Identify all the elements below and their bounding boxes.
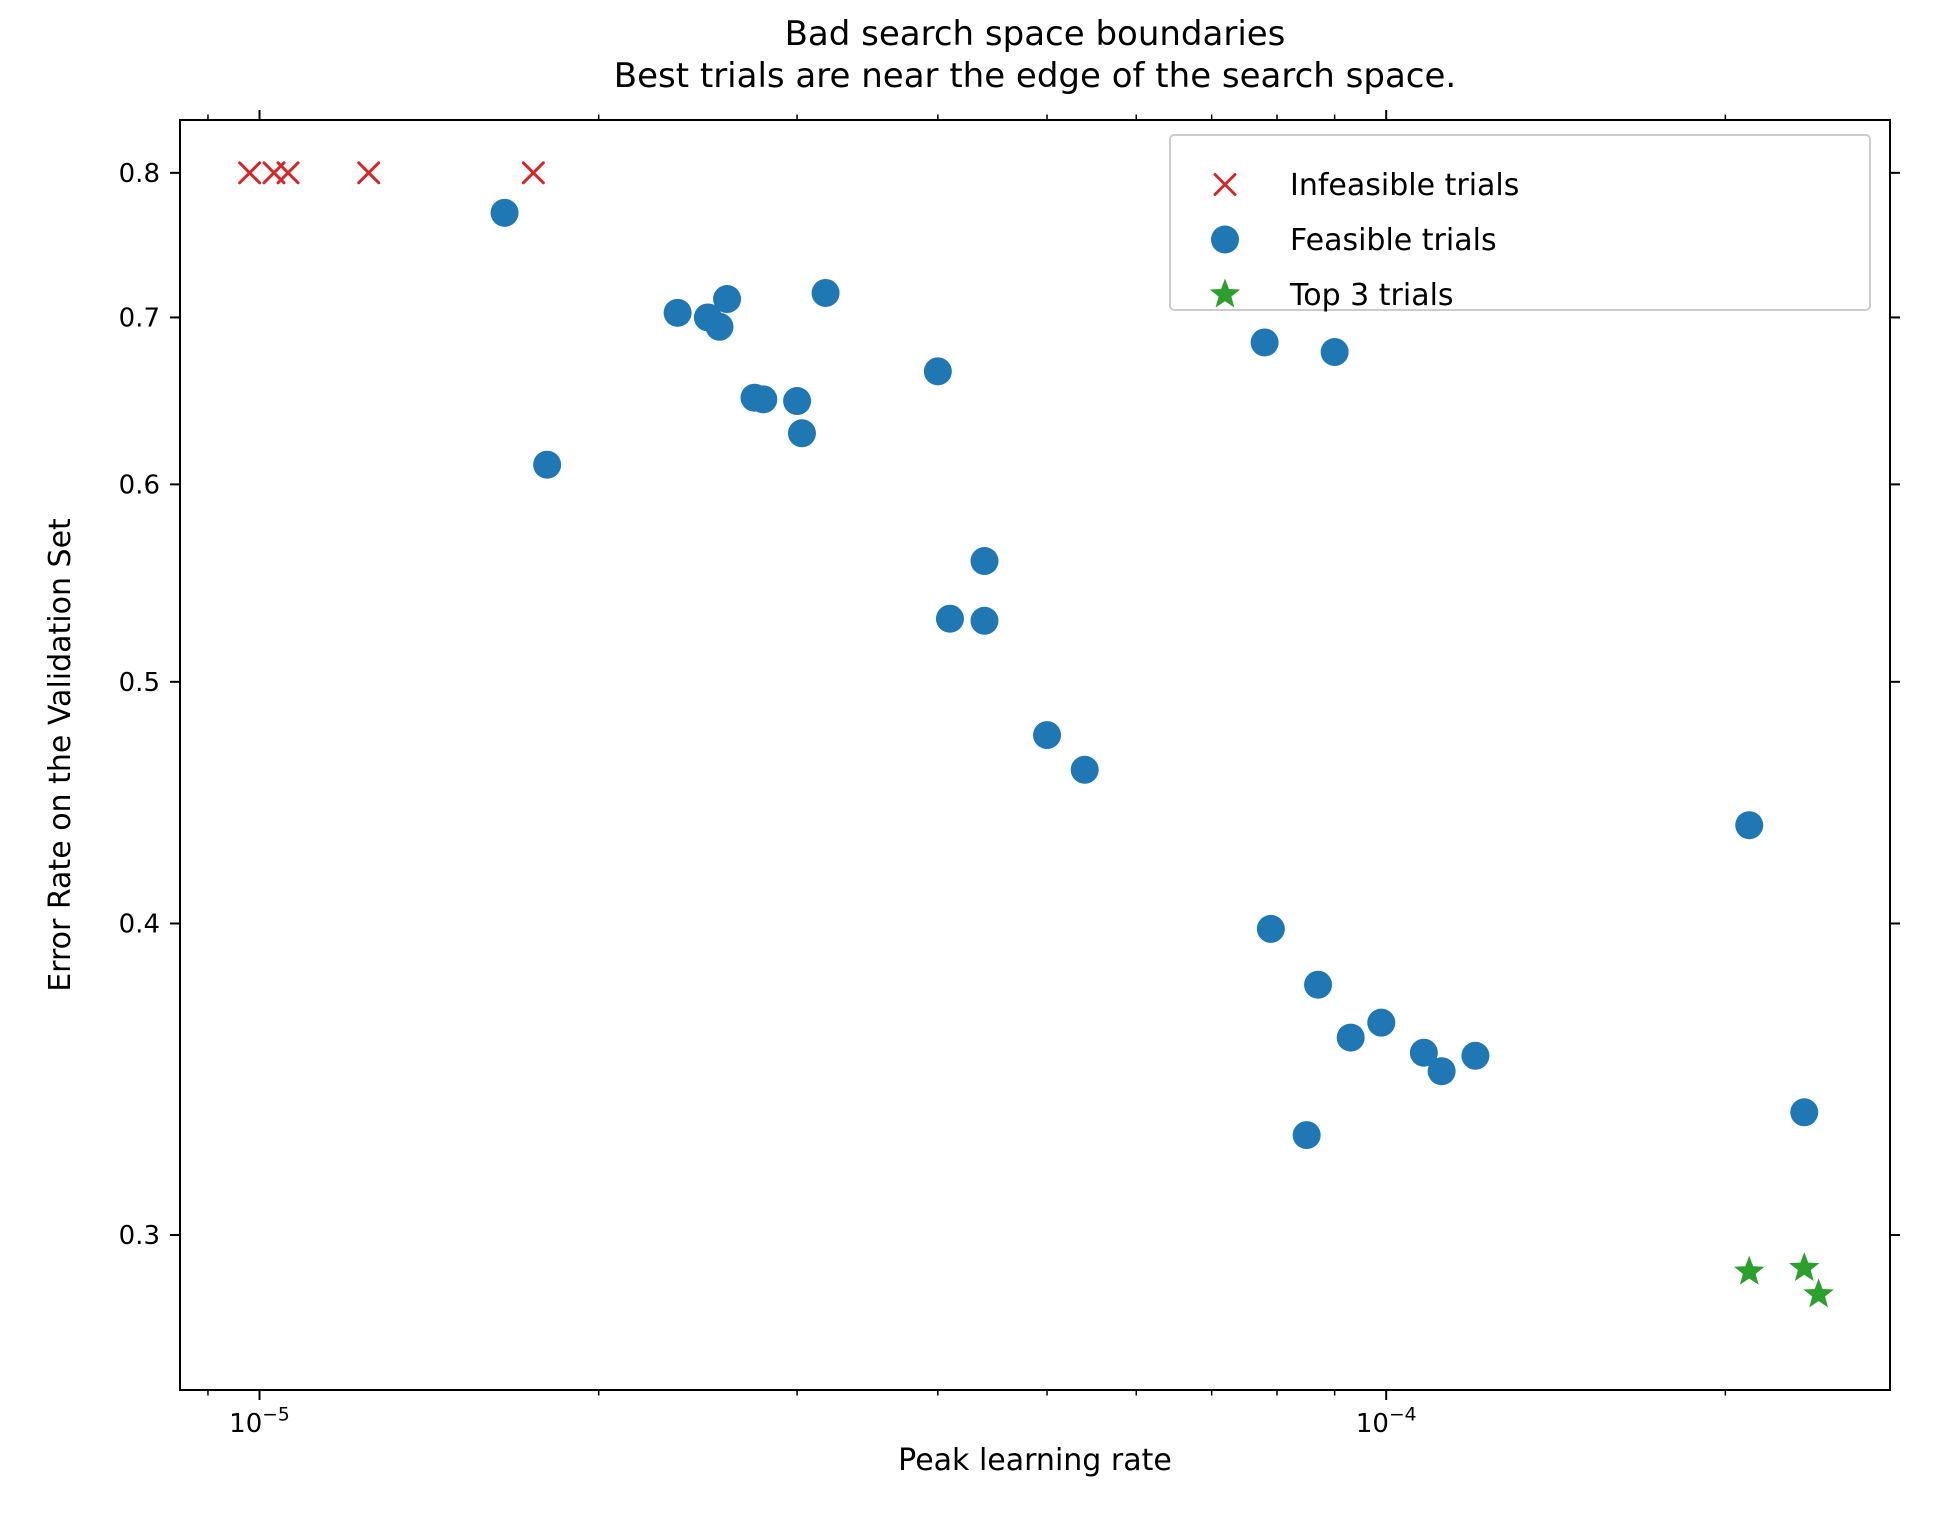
x-axis-label: Peak learning rate: [898, 1443, 1172, 1478]
data-point: [924, 357, 952, 385]
y-tick-label: 0.8: [119, 159, 160, 189]
data-point: [705, 313, 733, 341]
data-point: [1304, 971, 1332, 999]
chart-title-line2: Best trials are near the edge of the sea…: [614, 56, 1456, 96]
legend-label: Top 3 trials: [1289, 278, 1454, 313]
data-point: [1257, 915, 1285, 943]
legend-label: Feasible trials: [1290, 223, 1497, 258]
data-point: [749, 385, 777, 413]
data-point: [1428, 1057, 1456, 1085]
chart-title-line1: Bad search space boundaries: [785, 14, 1286, 54]
data-point: [491, 199, 519, 227]
scatter-chart: Bad search space boundariesBest trials a…: [0, 0, 1940, 1539]
data-point: [1790, 1098, 1818, 1126]
y-tick-label: 0.5: [119, 668, 160, 698]
data-point: [1071, 756, 1099, 784]
data-point: [970, 547, 998, 575]
data-point: [936, 605, 964, 633]
data-point: [788, 419, 816, 447]
data-point: [1337, 1024, 1365, 1052]
data-point: [1367, 1009, 1395, 1037]
data-point: [1735, 811, 1763, 839]
data-point: [812, 279, 840, 307]
chart-container: Bad search space boundariesBest trials a…: [0, 0, 1940, 1539]
data-point: [1251, 328, 1279, 356]
data-point: [713, 285, 741, 313]
y-tick-label: 0.6: [119, 470, 160, 500]
data-point: [1293, 1121, 1321, 1149]
y-axis-label: Error Rate on the Validation Set: [43, 518, 78, 992]
data-point: [1321, 338, 1349, 366]
data-point: [664, 299, 692, 327]
data-point: [1461, 1042, 1489, 1070]
data-point: [1033, 721, 1061, 749]
y-tick-label: 0.4: [119, 910, 160, 940]
y-tick-label: 0.3: [119, 1221, 160, 1251]
data-point: [783, 387, 811, 415]
y-tick-label: 0.7: [119, 304, 160, 334]
data-point: [533, 451, 561, 479]
legend-label: Infeasible trials: [1290, 168, 1519, 203]
legend: Infeasible trials Feasible trials Top 3 tr…: [1170, 135, 1870, 313]
data-point: [970, 607, 998, 635]
